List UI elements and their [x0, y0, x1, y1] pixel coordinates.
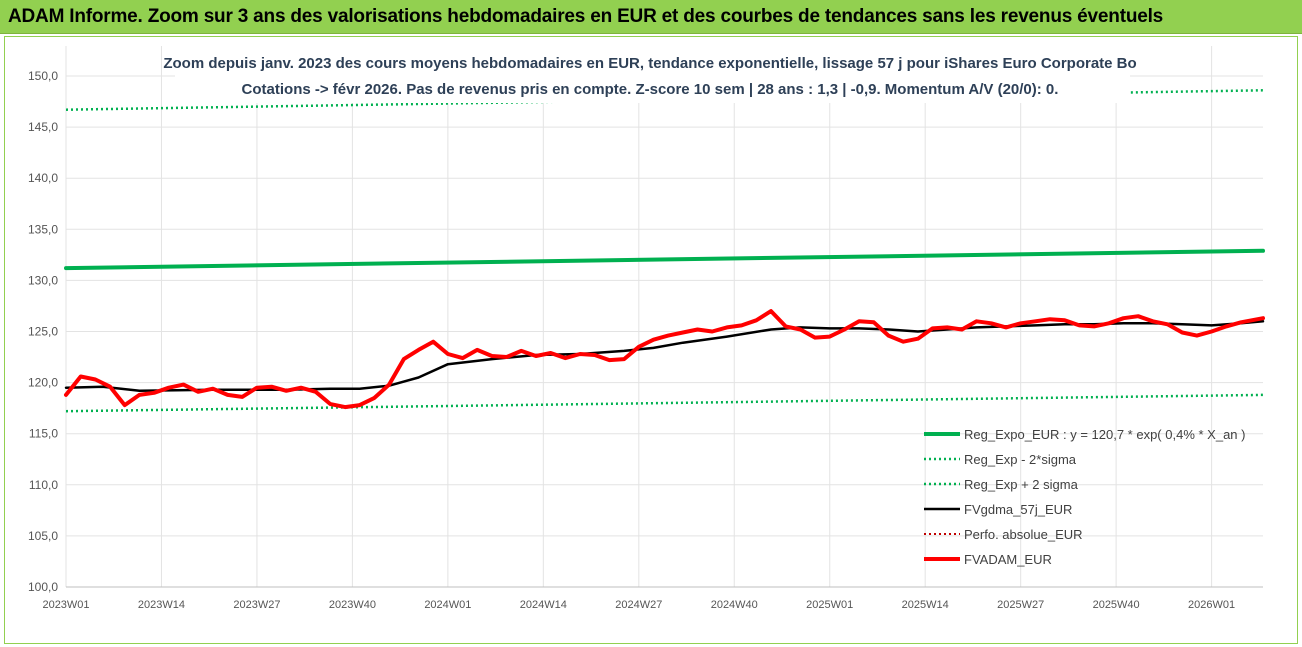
y-tick-label: 130,0 [28, 273, 58, 287]
y-tick-label: 110,0 [29, 478, 58, 492]
legend-label: FVgdma_57j_EUR [964, 502, 1072, 517]
x-tick-label: 2023W01 [42, 599, 89, 611]
y-tick-label: 145,0 [28, 120, 58, 134]
chart-series [64, 89, 1265, 413]
y-tick-label: 120,0 [28, 376, 58, 390]
chart-axes: 100,0 105,0 110,0 115,0 120,0 125,0 130,0 135,0… [28, 69, 1263, 611]
x-tick-label: 2024W01 [424, 599, 471, 611]
legend-label: Reg_Expo_EUR : y = 120,7 * exp( 0,4% * X… [964, 427, 1245, 442]
series-line-5 [64, 309, 1265, 410]
x-tick-label: 2026W01 [1188, 599, 1235, 611]
x-tick-label: 2023W27 [233, 599, 280, 611]
report-banner: ADAM Informe. Zoom sur 3 ans des valoris… [0, 0, 1302, 34]
x-tick-label: 2024W14 [520, 599, 567, 611]
chart-title-line-1: Zoom depuis janv. 2023 des cours moyens … [163, 55, 1136, 72]
legend-label: FVADAM_EUR [964, 552, 1052, 567]
x-tick-label: 2025W40 [1093, 599, 1140, 611]
x-tick-label: 2025W27 [997, 599, 1044, 611]
x-tick-label: 2025W01 [806, 599, 853, 611]
report-title: ADAM Informe. Zoom sur 3 ans des valoris… [8, 6, 1164, 27]
x-tick-label: 2023W40 [329, 599, 376, 611]
y-tick-label: 125,0 [28, 325, 58, 339]
y-tick-label: 105,0 [28, 529, 58, 543]
y-tick-label: 135,0 [28, 222, 58, 236]
series-line-0 [64, 248, 1265, 271]
y-tick-label: 100,0 [28, 580, 58, 594]
chart-title-line-2: Cotations -> févr 2026. Pas de revenus p… [242, 81, 1059, 98]
legend-label: Reg_Exp - 2*sigma [964, 452, 1077, 467]
chart-titles: Zoom depuis janv. 2023 des cours moyens … [163, 45, 1137, 103]
chart-legend: Reg_Expo_EUR : y = 120,7 * exp( 0,4% * X… [924, 427, 1245, 567]
legend-label: Reg_Exp + 2 sigma [964, 477, 1079, 492]
y-tick-label: 115,0 [29, 427, 58, 441]
x-tick-label: 2023W14 [138, 599, 185, 611]
x-tick-label: 2024W27 [615, 599, 662, 611]
chart-grid [65, 46, 1263, 588]
series-line-1 [65, 393, 1264, 413]
chart-frame [4, 36, 1298, 644]
x-tick-label: 2024W40 [711, 599, 758, 611]
legend-label: Perfo. absolue_EUR [964, 527, 1083, 542]
x-tick-label: 2025W14 [902, 599, 949, 611]
y-tick-label: 140,0 [28, 171, 58, 185]
y-tick-label: 150,0 [28, 69, 58, 83]
